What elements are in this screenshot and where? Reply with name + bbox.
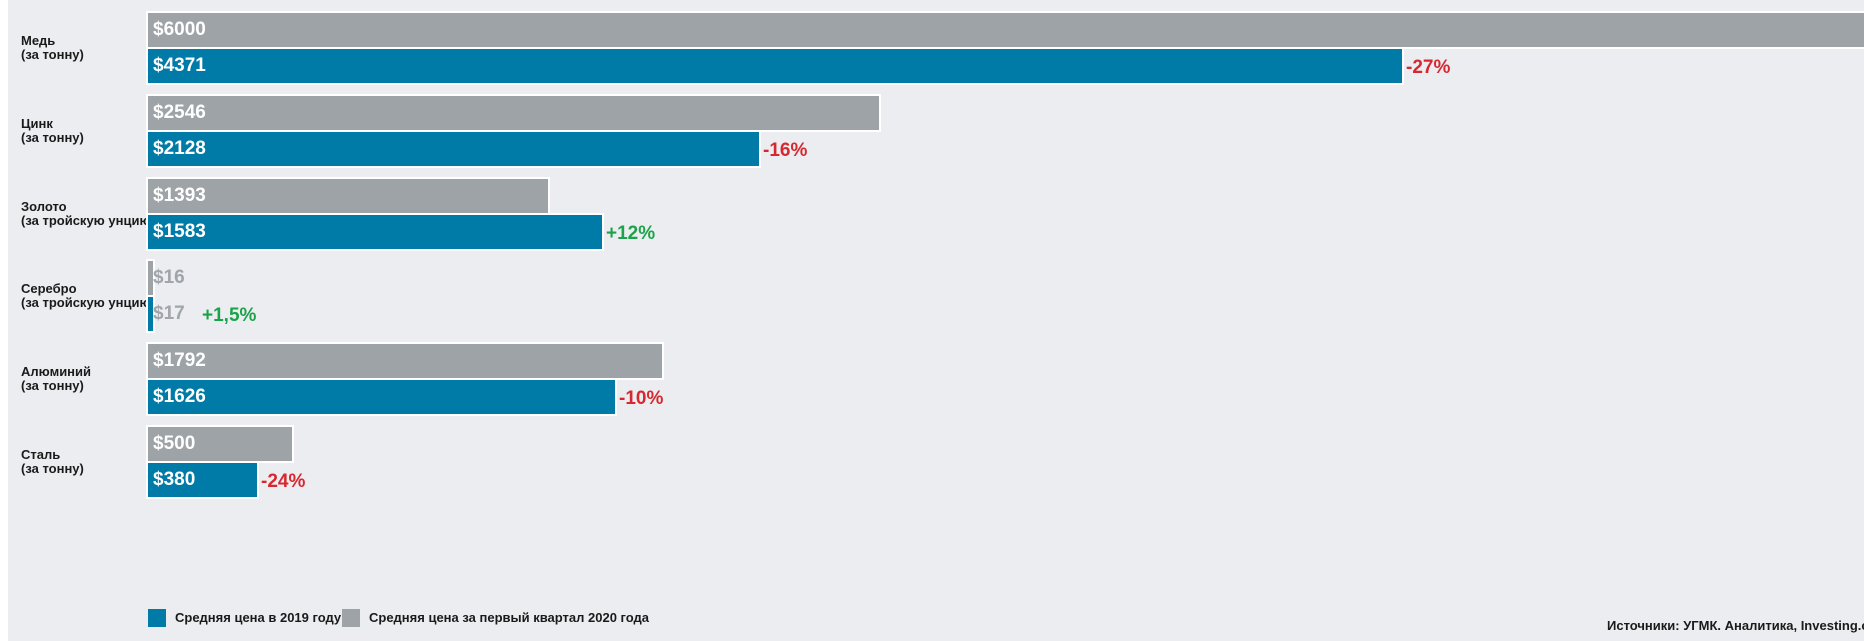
bar-2019-row-1 — [146, 130, 761, 168]
value-label-2019: $380 — [153, 469, 196, 490]
source-note: Источники: УГМК. Аналитика, Investing.co… — [1607, 618, 1864, 633]
category-unit: (за тонну) — [21, 461, 84, 476]
bar-2019-row-3 — [146, 295, 155, 333]
category-unit: (за тройскую унцию) — [21, 295, 155, 310]
category-name: Серебро — [21, 281, 77, 296]
bar-q1-2020-row-4 — [146, 342, 664, 380]
value-label-2019: $2128 — [153, 138, 206, 159]
change-label: +12% — [606, 223, 656, 244]
bar-q1-2020-row-0 — [146, 11, 1864, 49]
category-name: Цинк — [21, 116, 53, 131]
category-name: Алюминий — [21, 364, 92, 379]
legend-swatch-2020q1 — [342, 609, 360, 627]
category-unit: (за тонну) — [21, 130, 84, 145]
category-label: Сталь (за тонну) — [21, 448, 84, 476]
category-label: Цинк (за тонну) — [21, 117, 84, 145]
value-label-2019: $17 — [153, 303, 185, 324]
bar-2019-row-5 — [146, 461, 259, 499]
change-label: -16% — [763, 140, 808, 161]
category-label: Алюминий (за тонну) — [21, 365, 91, 393]
value-label-2019: $1626 — [153, 386, 206, 407]
legend-label-2019: Средняя цена в 2019 году — [175, 610, 342, 625]
change-label: -24% — [261, 471, 306, 492]
legend-swatch-2019 — [148, 609, 166, 627]
value-label-q1-2020: $1792 — [153, 350, 206, 371]
value-label-q1-2020: $6000 — [153, 19, 206, 40]
category-label: Медь (за тонну) — [21, 34, 84, 62]
legend-item-2019: Средняя цена в 2019 году — [148, 609, 341, 627]
legend-item-2020q1: Средняя цена за первый квартал 2020 года — [342, 609, 649, 627]
value-label-q1-2020: $500 — [153, 433, 196, 454]
category-name: Сталь — [21, 447, 61, 462]
bar-2019-row-0 — [146, 47, 1404, 85]
change-label: -27% — [1406, 57, 1451, 78]
bar-q1-2020-row-5 — [146, 425, 294, 463]
category-unit: (за тонну) — [21, 378, 84, 393]
value-label-q1-2020: $1393 — [153, 185, 206, 206]
category-unit: (за тройскую унцию) — [21, 213, 155, 228]
bar-q1-2020-row-1 — [146, 94, 881, 132]
bar-2019-row-2 — [146, 213, 604, 251]
value-label-2019: $4371 — [153, 55, 206, 76]
category-name: Медь — [21, 33, 56, 48]
change-label: +1,5% — [202, 305, 257, 326]
category-label: Серебро (за тройскую унцию) — [21, 282, 155, 310]
change-label: -10% — [619, 388, 664, 409]
category-label: Золото (за тройскую унцию) — [21, 200, 155, 228]
category-name: Золото — [21, 199, 67, 214]
value-label-2019: $1583 — [153, 221, 206, 242]
bar-q1-2020-row-2 — [146, 177, 550, 215]
value-label-q1-2020: $16 — [153, 267, 185, 288]
value-label-q1-2020: $2546 — [153, 102, 206, 123]
bar-2019-row-4 — [146, 378, 617, 416]
category-unit: (за тонну) — [21, 47, 84, 62]
legend-label-2020q1: Средняя цена за первый квартал 2020 года — [369, 610, 650, 625]
